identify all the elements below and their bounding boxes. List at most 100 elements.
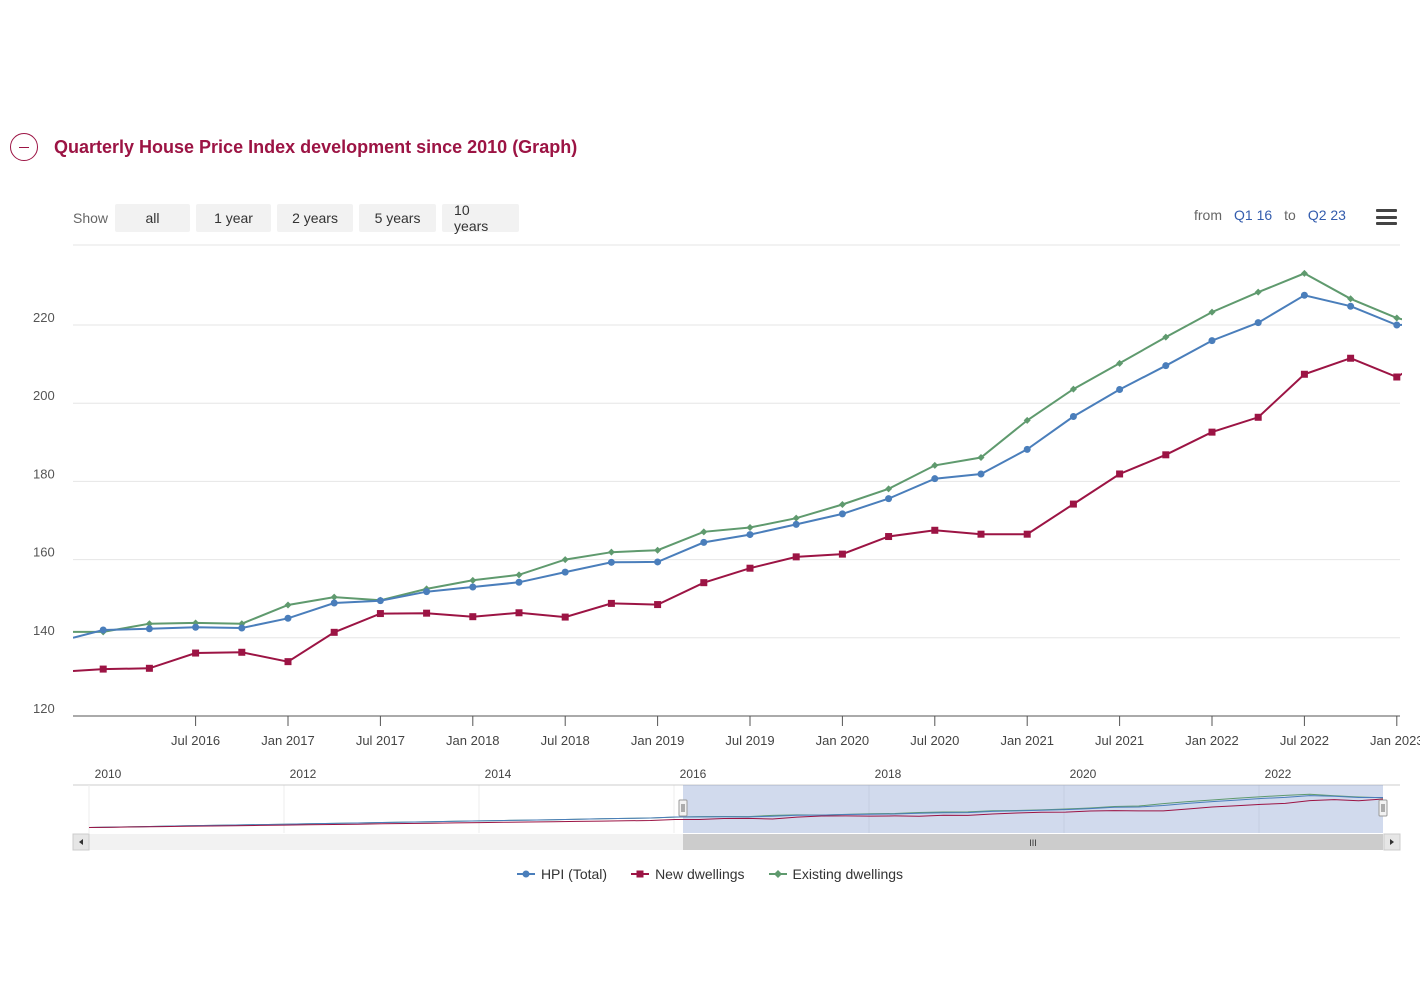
- data-point-new-dwellings[interactable]: [1254, 413, 1262, 421]
- navigator-scrollbar-thumb[interactable]: [683, 834, 1383, 850]
- data-point-new-dwellings[interactable]: [1023, 530, 1031, 538]
- data-point-hpi-total[interactable]: [1347, 302, 1355, 310]
- navigator-left-handle[interactable]: [678, 799, 688, 817]
- data-point-new-dwellings[interactable]: [515, 609, 523, 617]
- data-point-hpi-total[interactable]: [561, 568, 569, 576]
- data-point-hpi-total[interactable]: [1116, 386, 1124, 394]
- data-point-new-dwellings[interactable]: [1208, 428, 1216, 436]
- data-point-new-dwellings[interactable]: [1347, 354, 1355, 362]
- range-button-5-years[interactable]: 5 years: [359, 204, 437, 232]
- data-point-hpi-total[interactable]: [238, 624, 246, 632]
- data-point-new-dwellings[interactable]: [561, 613, 569, 621]
- data-point-existing-dwellings[interactable]: [515, 571, 523, 579]
- data-point-hpi-total[interactable]: [423, 588, 431, 596]
- data-point-hpi-total[interactable]: [700, 538, 708, 546]
- data-point-new-dwellings[interactable]: [792, 553, 800, 561]
- data-point-hpi-total[interactable]: [931, 475, 939, 483]
- data-point-new-dwellings[interactable]: [192, 649, 200, 657]
- data-point-new-dwellings[interactable]: [284, 658, 292, 666]
- to-date-input[interactable]: Q2 23: [1307, 207, 1346, 223]
- data-point-hpi-total[interactable]: [977, 470, 985, 478]
- legend-item-new-dwellings[interactable]: New dwellings: [631, 866, 745, 882]
- data-point-hpi-total[interactable]: [838, 510, 846, 518]
- data-point-new-dwellings[interactable]: [607, 599, 615, 607]
- data-point-existing-dwellings[interactable]: [1300, 269, 1308, 277]
- data-point-existing-dwellings[interactable]: [838, 500, 846, 508]
- data-point-hpi-total[interactable]: [469, 583, 477, 591]
- data-point-existing-dwellings[interactable]: [1347, 295, 1355, 303]
- data-point-existing-dwellings[interactable]: [654, 546, 662, 554]
- data-point-hpi-total[interactable]: [607, 558, 615, 566]
- data-point-hpi-total[interactable]: [99, 626, 107, 634]
- data-point-hpi-total[interactable]: [654, 558, 662, 566]
- data-point-new-dwellings[interactable]: [1069, 500, 1077, 508]
- data-point-new-dwellings[interactable]: [1300, 370, 1308, 378]
- data-point-new-dwellings[interactable]: [746, 564, 754, 572]
- navigator-right-handle[interactable]: [1378, 799, 1388, 817]
- data-point-hpi-total[interactable]: [746, 531, 754, 539]
- from-date-input[interactable]: Q1 16: [1234, 207, 1273, 223]
- legend-item-existing-dwellings[interactable]: Existing dwellings: [768, 866, 903, 882]
- data-point-new-dwellings[interactable]: [423, 609, 431, 617]
- data-point-existing-dwellings[interactable]: [330, 593, 338, 601]
- data-point-hpi-total[interactable]: [1208, 337, 1216, 345]
- data-point-hpi-total[interactable]: [192, 623, 200, 631]
- data-point-new-dwellings[interactable]: [700, 579, 708, 587]
- navigator-selected-range[interactable]: [683, 785, 1383, 833]
- data-point-existing-dwellings[interactable]: [792, 514, 800, 522]
- data-point-existing-dwellings[interactable]: [885, 485, 893, 493]
- data-point-existing-dwellings[interactable]: [145, 620, 153, 628]
- data-point-hpi-total[interactable]: [885, 495, 893, 503]
- range-button-2-years[interactable]: 2 years: [277, 204, 354, 232]
- data-point-existing-dwellings[interactable]: [1393, 314, 1401, 322]
- data-point-existing-dwellings[interactable]: [746, 524, 754, 532]
- data-point-new-dwellings[interactable]: [885, 533, 893, 541]
- data-point-hpi-total[interactable]: [515, 578, 523, 586]
- data-point-new-dwellings[interactable]: [654, 601, 662, 609]
- data-point-existing-dwellings[interactable]: [469, 576, 477, 584]
- data-point-existing-dwellings[interactable]: [1208, 308, 1216, 316]
- data-point-existing-dwellings[interactable]: [561, 556, 569, 564]
- range-button-10-years[interactable]: 10 years: [442, 202, 520, 234]
- data-point-new-dwellings[interactable]: [376, 610, 384, 618]
- x-tick-label: Jul 2019: [725, 733, 774, 748]
- data-point-new-dwellings[interactable]: [1393, 373, 1401, 381]
- data-point-existing-dwellings[interactable]: [1254, 288, 1262, 296]
- data-point-new-dwellings[interactable]: [1116, 470, 1124, 478]
- hamburger-menu-icon[interactable]: [1376, 209, 1397, 225]
- data-point-hpi-total[interactable]: [792, 520, 800, 528]
- data-point-existing-dwellings[interactable]: [1162, 333, 1170, 341]
- data-point-hpi-total[interactable]: [376, 597, 384, 605]
- data-point-existing-dwellings[interactable]: [931, 461, 939, 469]
- range-button-all[interactable]: all: [115, 204, 191, 232]
- data-point-new-dwellings[interactable]: [330, 628, 338, 636]
- data-point-hpi-total[interactable]: [1254, 319, 1262, 327]
- data-point-existing-dwellings[interactable]: [977, 454, 985, 462]
- data-point-hpi-total[interactable]: [1300, 291, 1308, 299]
- data-point-existing-dwellings[interactable]: [1023, 416, 1031, 424]
- data-point-hpi-total[interactable]: [1069, 412, 1077, 420]
- data-point-hpi-total[interactable]: [284, 614, 292, 622]
- collapse-toggle-icon[interactable]: [10, 133, 38, 161]
- data-point-existing-dwellings[interactable]: [284, 601, 292, 609]
- range-button-1-year[interactable]: 1 year: [196, 204, 272, 232]
- data-point-existing-dwellings[interactable]: [607, 548, 615, 556]
- data-point-existing-dwellings[interactable]: [1069, 385, 1077, 393]
- data-point-existing-dwellings[interactable]: [700, 528, 708, 536]
- data-point-new-dwellings[interactable]: [145, 664, 153, 672]
- data-point-new-dwellings[interactable]: [469, 613, 477, 621]
- legend-item-hpi-total[interactable]: HPI (Total): [516, 866, 607, 882]
- data-point-new-dwellings[interactable]: [1162, 451, 1170, 459]
- data-point-new-dwellings[interactable]: [238, 648, 246, 656]
- data-point-existing-dwellings[interactable]: [1116, 359, 1124, 367]
- data-point-new-dwellings[interactable]: [99, 665, 107, 673]
- data-point-hpi-total[interactable]: [1023, 445, 1031, 453]
- data-point-hpi-total[interactable]: [1162, 362, 1170, 370]
- x-tick-label: Jan 2017: [261, 733, 315, 748]
- data-point-hpi-total[interactable]: [330, 599, 338, 607]
- data-point-hpi-total[interactable]: [1393, 321, 1401, 329]
- data-point-new-dwellings[interactable]: [977, 530, 985, 538]
- data-point-new-dwellings[interactable]: [838, 550, 846, 558]
- data-point-new-dwellings[interactable]: [931, 526, 939, 534]
- data-point-hpi-total[interactable]: [145, 625, 153, 633]
